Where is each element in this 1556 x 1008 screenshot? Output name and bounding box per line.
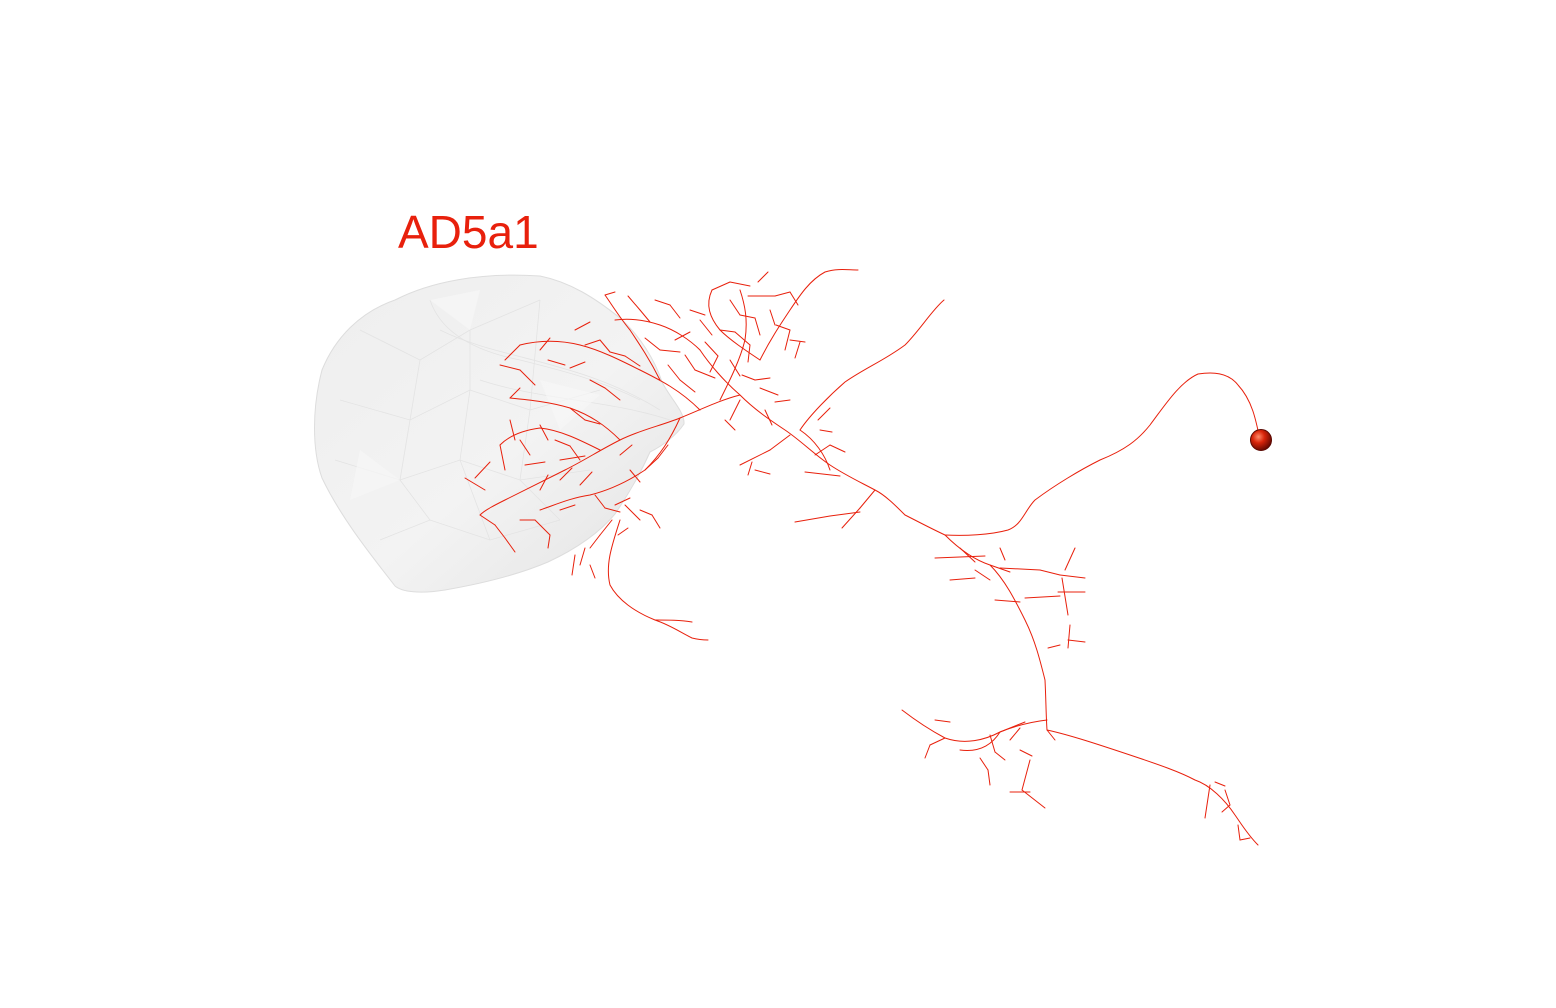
neuron-label: AD5a1	[398, 206, 539, 258]
neuron-twigs	[464, 271, 1251, 841]
neuropil-mesh	[314, 274, 685, 593]
soma-marker[interactable]	[1250, 429, 1272, 451]
